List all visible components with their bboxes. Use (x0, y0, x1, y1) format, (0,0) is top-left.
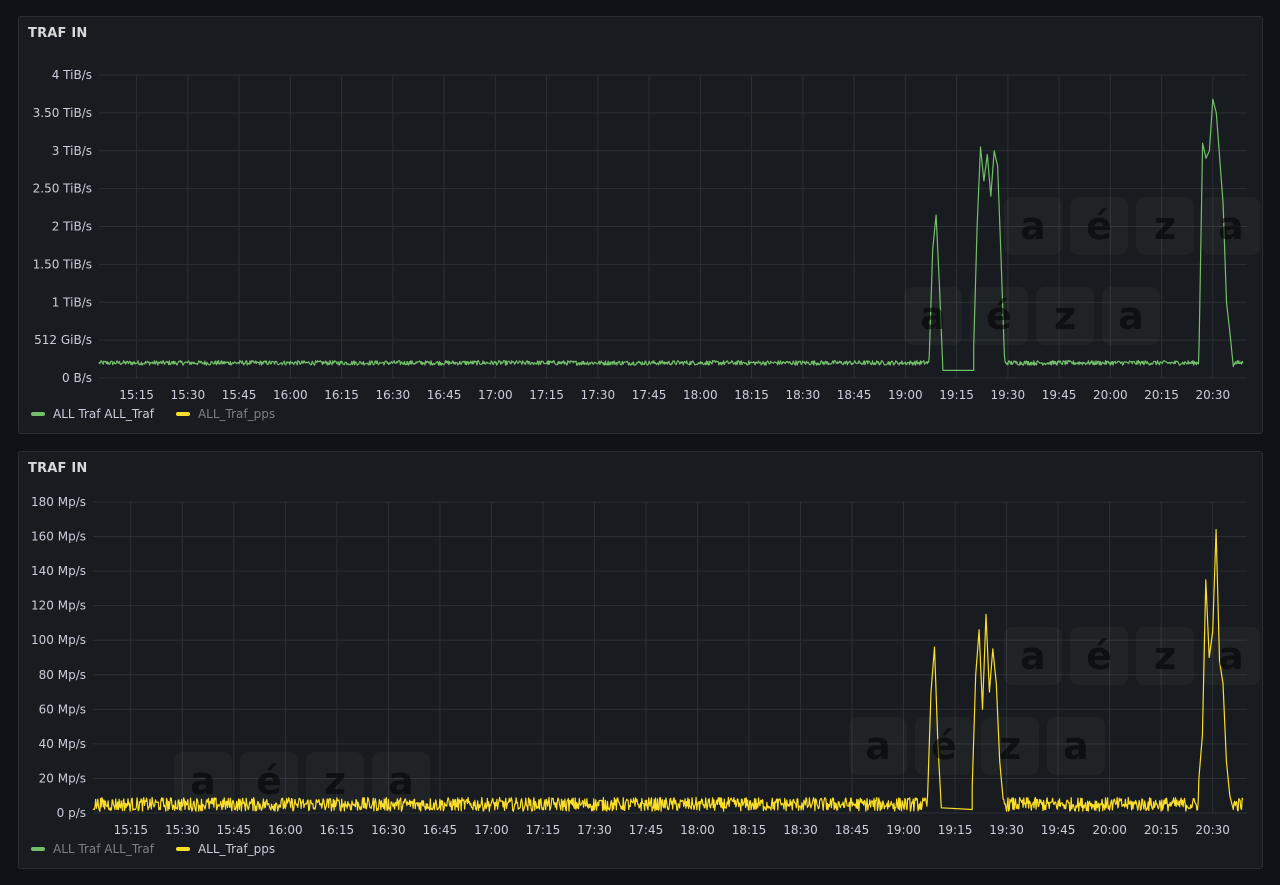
y-tick-label: 60 Mp/s (39, 702, 86, 716)
x-tick-label: 18:30 (786, 388, 821, 402)
x-tick-label: 16:00 (268, 823, 303, 837)
legend-item-all-traf[interactable]: ALL Traf ALL_Traf (31, 407, 154, 421)
y-tick-label: 160 Mp/s (31, 530, 86, 544)
x-tick-label: 18:45 (835, 823, 870, 837)
legend-swatch (31, 412, 45, 416)
legend-label: ALL Traf ALL_Traf (53, 407, 154, 421)
x-tick-label: 16:45 (423, 823, 458, 837)
x-tick-label: 19:45 (1042, 388, 1077, 402)
traffic-panel[interactable]: TRAF IN 0 B/s 512 GiB/s 1 TiB/s 1.50 TiB/s 2… (18, 16, 1263, 434)
x-tick-label: 20:00 (1093, 388, 1128, 402)
x-tick-label: 17:15 (529, 388, 564, 402)
chart-legend: ALL Traf ALL_Traf ALL_Traf_pps (31, 842, 275, 856)
y-tick-label: 40 Mp/s (39, 737, 86, 751)
legend-swatch (175, 412, 190, 416)
x-tick-label: 16:00 (273, 388, 308, 402)
x-tick-label: 17:30 (577, 823, 612, 837)
x-tick-label: 18:15 (732, 823, 767, 837)
x-tick-label: 17:30 (581, 388, 616, 402)
x-tick-label: 15:15 (119, 388, 154, 402)
y-tick-label: 180 Mp/s (31, 495, 86, 509)
legend-item-all-traf-pps[interactable]: ALL_Traf_pps (175, 407, 276, 421)
x-tick-label: 15:30 (165, 823, 200, 837)
x-tick-label: 16:45 (427, 388, 462, 402)
x-tick-label: 16:15 (324, 388, 359, 402)
x-tick-label: 17:15 (526, 823, 561, 837)
x-tick-label: 17:45 (629, 823, 664, 837)
legend-label: ALL_Traf_pps (197, 407, 276, 421)
x-tick-label: 16:15 (320, 823, 355, 837)
x-tick-label: 18:30 (783, 823, 818, 837)
x-tick-label: 19:00 (888, 388, 923, 402)
y-tick-label: 1.50 TiB/s (33, 257, 92, 271)
legend-label: ALL Traf ALL_Traf (53, 842, 154, 856)
x-tick-label: 15:45 (222, 388, 257, 402)
x-tick-label: 19:15 (939, 388, 974, 402)
y-tick-label: 1 TiB/s (52, 295, 92, 309)
series-line (92, 529, 1244, 812)
legend-item-all-traf-pps[interactable]: ALL_Traf_pps (175, 842, 276, 856)
y-tick-label: 512 GiB/s (34, 333, 92, 347)
legend-swatch (31, 847, 45, 851)
y-tick-label: 80 Mp/s (39, 668, 86, 682)
panel-title: TRAF IN (28, 461, 88, 476)
chart-legend: ALL Traf ALL_Traf ALL_Traf_pps (31, 407, 275, 421)
x-tick-label: 19:30 (991, 388, 1026, 402)
x-tick-label: 18:00 (683, 388, 718, 402)
x-tick-label: 15:30 (171, 388, 206, 402)
series-line (98, 98, 1244, 371)
traffic-bytes-chart[interactable]: 0 B/s 512 GiB/s 1 TiB/s 1.50 TiB/s 2 TiB/s 2.… (19, 17, 1262, 433)
legend-item-all-traf[interactable]: ALL Traf ALL_Traf (31, 842, 154, 856)
x-tick-label: 16:30 (376, 388, 411, 402)
x-tick-label: 19:30 (989, 823, 1024, 837)
y-tick-label: 20 Mp/s (39, 771, 86, 785)
y-tick-label: 100 Mp/s (31, 633, 86, 647)
y-tick-label: 2.50 TiB/s (33, 182, 92, 196)
y-tick-label: 3.50 TiB/s (33, 106, 92, 120)
x-tick-label: 19:00 (886, 823, 921, 837)
x-tick-label: 20:15 (1144, 823, 1179, 837)
legend-swatch (175, 847, 190, 851)
x-tick-label: 20:00 (1092, 823, 1127, 837)
x-tick-label: 18:15 (734, 388, 769, 402)
x-tick-label: 20:30 (1196, 388, 1231, 402)
y-tick-label: 4 TiB/s (52, 68, 92, 82)
x-tick-label: 18:00 (680, 823, 715, 837)
y-tick-label: 0 p/s (57, 806, 86, 820)
panel-title: TRAF IN (28, 26, 88, 41)
y-tick-label: 120 Mp/s (31, 599, 86, 613)
legend-label: ALL_Traf_pps (197, 842, 276, 856)
y-tick-label: 3 TiB/s (52, 144, 92, 158)
y-tick-label: 2 TiB/s (52, 220, 92, 234)
x-tick-label: 20:15 (1144, 388, 1179, 402)
y-tick-label: 0 B/s (62, 371, 92, 385)
x-tick-label: 15:45 (217, 823, 252, 837)
x-tick-label: 20:30 (1195, 823, 1230, 837)
x-tick-label: 18:45 (837, 388, 872, 402)
x-tick-label: 17:00 (478, 388, 513, 402)
x-tick-label: 17:00 (474, 823, 509, 837)
traffic-pps-chart[interactable]: 0 p/s 20 Mp/s 40 Mp/s 60 Mp/s 80 Mp/s 100 Mp/… (19, 452, 1262, 868)
x-tick-label: 16:30 (371, 823, 406, 837)
y-tick-label: 140 Mp/s (31, 564, 86, 578)
x-tick-label: 15:15 (113, 823, 148, 837)
x-tick-label: 17:45 (632, 388, 667, 402)
packets-panel[interactable]: TRAF IN 0 p/s 20 Mp/s 40 Mp/s 60 Mp/s 80 Mp/… (18, 451, 1263, 869)
x-tick-label: 19:45 (1041, 823, 1076, 837)
x-tick-label: 19:15 (938, 823, 973, 837)
